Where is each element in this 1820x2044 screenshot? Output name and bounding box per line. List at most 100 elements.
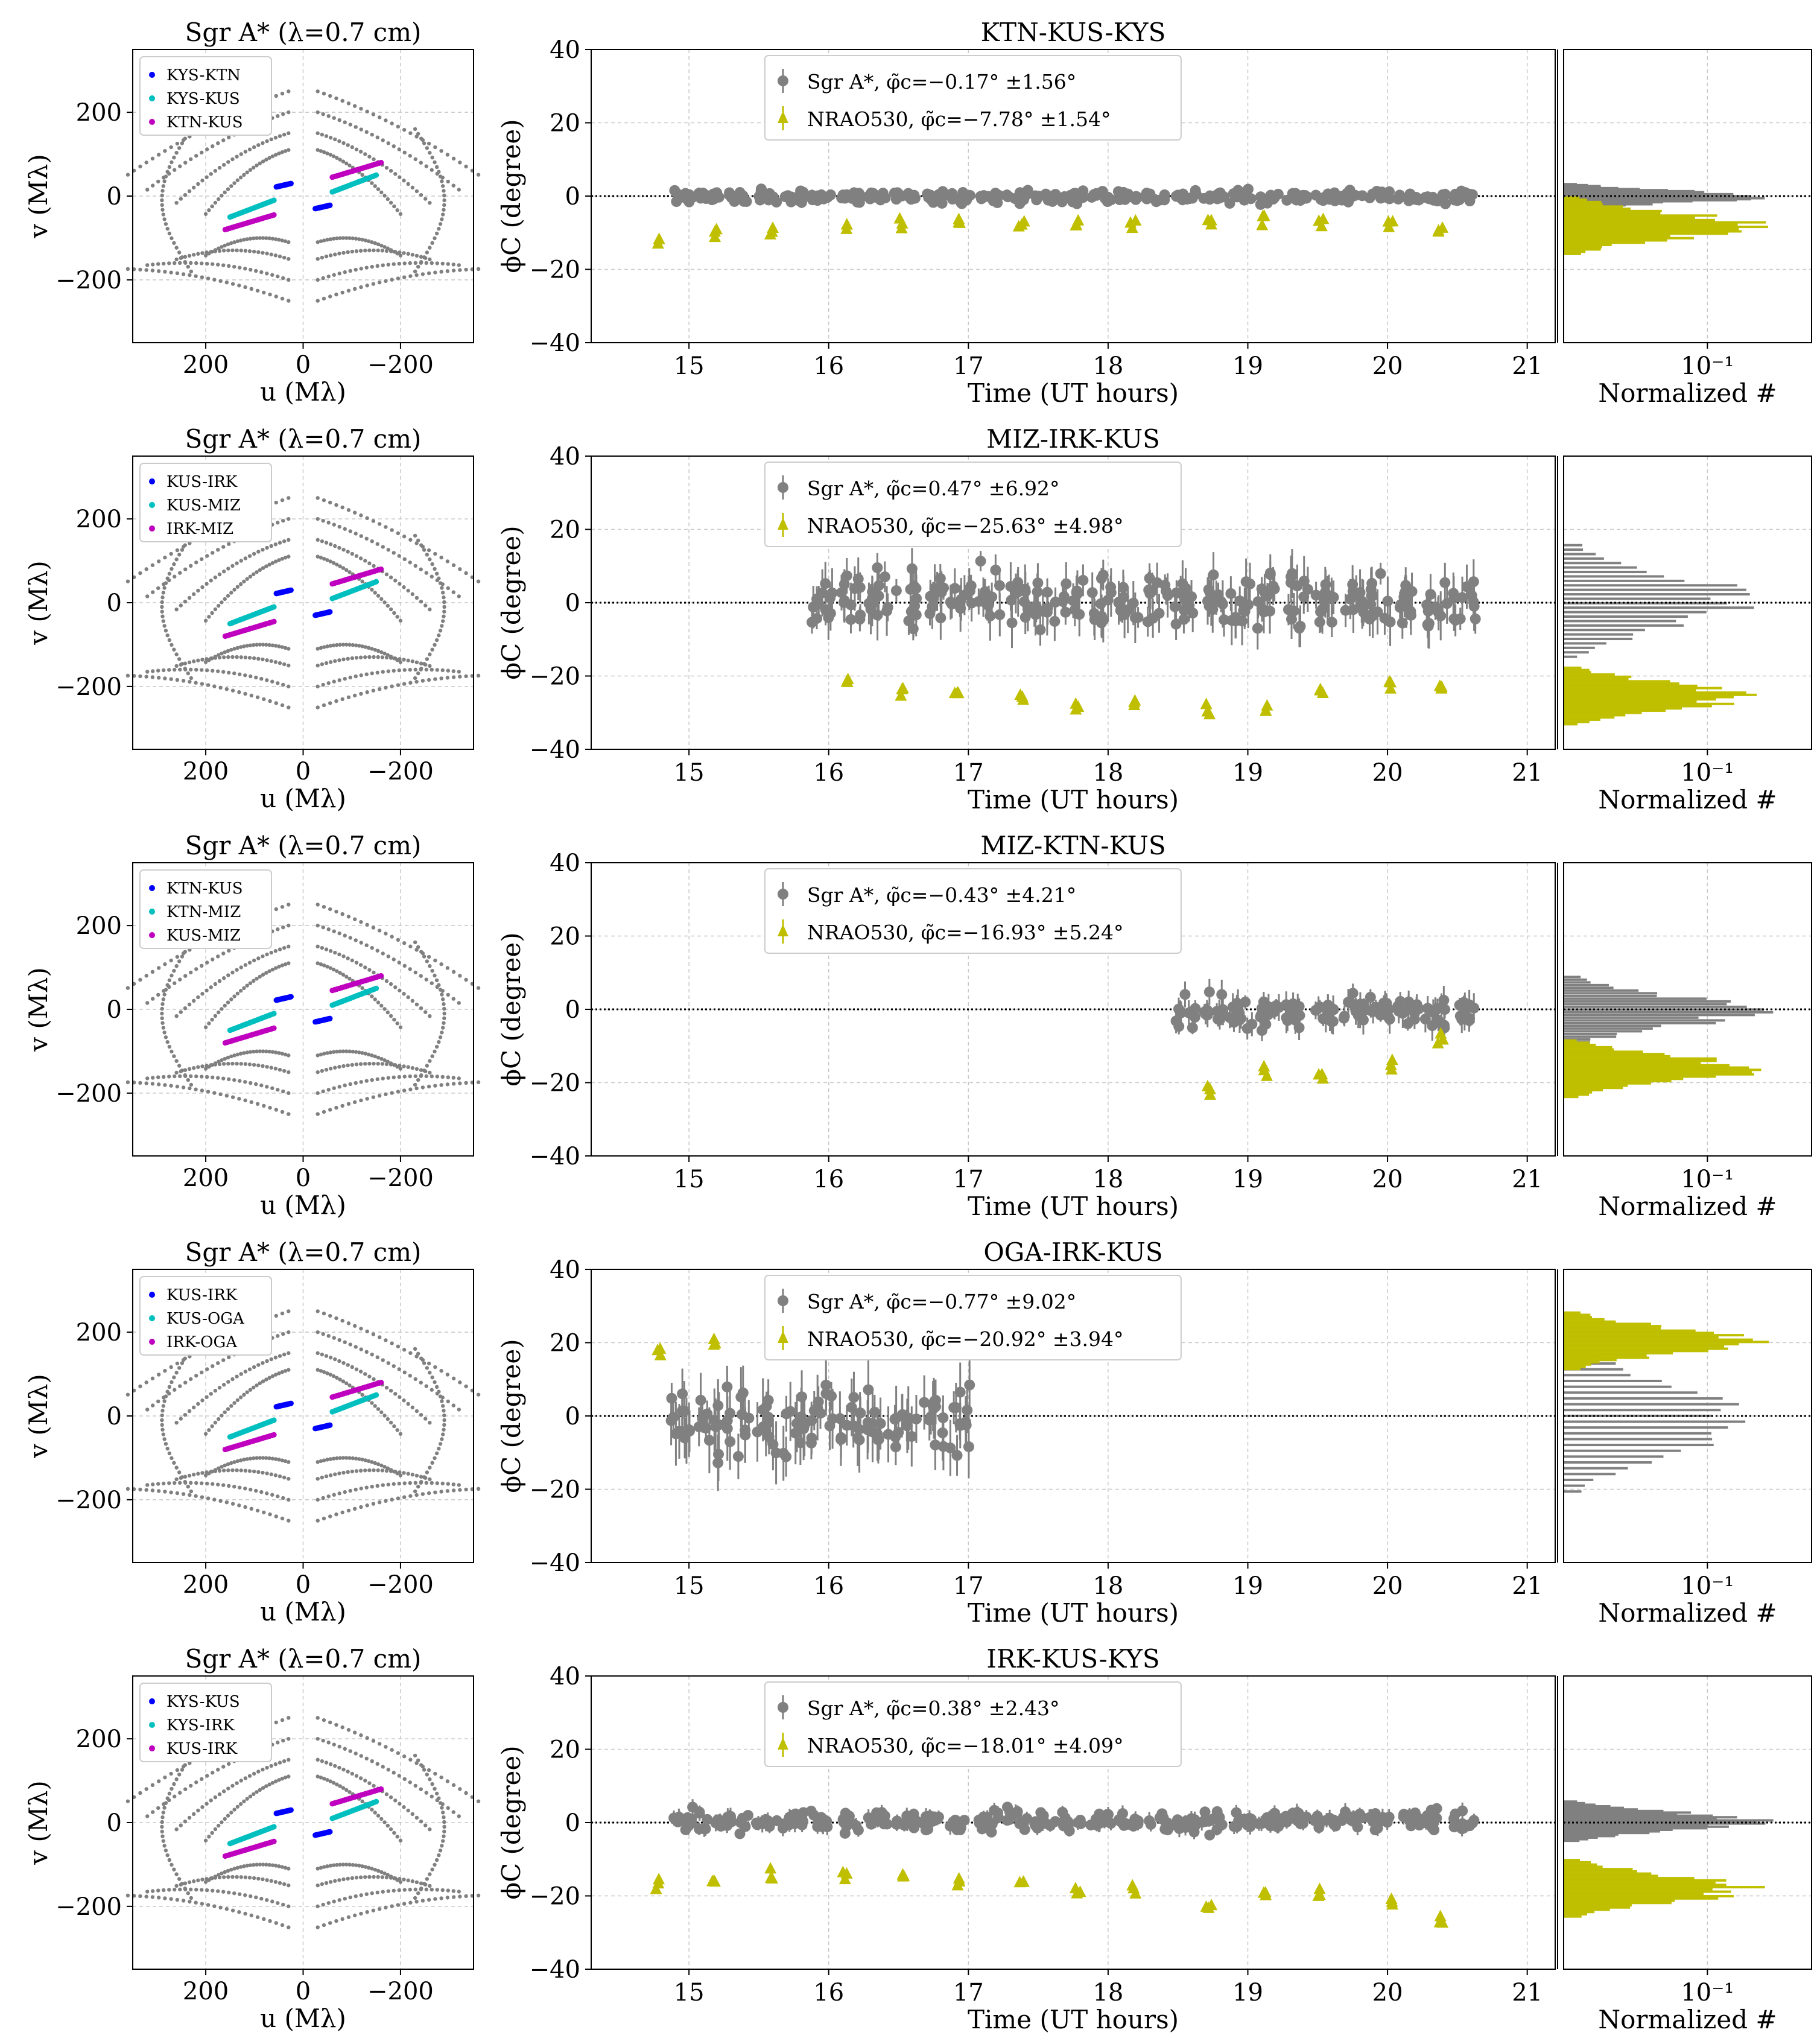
uv-track-point	[258, 236, 262, 240]
uv-track-point	[406, 252, 410, 256]
uv-track-point	[414, 595, 419, 600]
uv-track-point	[177, 1470, 182, 1474]
uv-track-point	[211, 957, 215, 962]
uv-track-point	[384, 932, 388, 936]
uv-track-point	[344, 568, 349, 573]
legend-sgra-label: Sgr A*, φ̃c=0.47° ±6.92°	[807, 477, 1060, 500]
uv-track-point	[371, 519, 376, 523]
uv-track-point	[261, 1456, 265, 1460]
sgra-point	[1448, 593, 1459, 605]
uv-track-point	[416, 1484, 420, 1489]
nrao530-point	[1436, 221, 1449, 233]
sgra-point	[815, 1408, 826, 1419]
nrao530-hist-bar	[1564, 673, 1615, 676]
sgra-hist-bar	[1564, 1008, 1764, 1011]
uv-track-point	[213, 1420, 218, 1425]
uv-track-point	[332, 273, 336, 277]
uv-track-point	[346, 915, 351, 919]
uv-track-point	[337, 271, 341, 276]
uv-track-point	[442, 1418, 446, 1423]
uv-track-point	[287, 256, 291, 261]
uv-track-point	[255, 1456, 259, 1460]
sgra-hist-bar	[1564, 629, 1645, 632]
uv-track-point	[172, 155, 176, 160]
ts-ylabel: ϕC (degree)	[496, 525, 526, 679]
uv-track-point	[321, 1331, 325, 1336]
uv-track-point	[235, 1374, 239, 1379]
nrao530-point	[840, 222, 853, 234]
uv-track-point	[343, 933, 347, 938]
uv-xlabel: u (Mλ)	[260, 1190, 346, 1220]
sgra-point	[1402, 1018, 1413, 1029]
nrao530-hist-bar	[1564, 668, 1590, 671]
uv-track-point	[243, 556, 248, 560]
uv-track-point	[274, 1313, 278, 1318]
uv-track-point	[216, 1417, 221, 1421]
uv-track-point	[426, 548, 431, 553]
uv-track-point	[249, 1100, 254, 1105]
uv-track-point	[238, 265, 242, 270]
sgra-point	[1041, 189, 1052, 201]
uv-track-point	[386, 1482, 390, 1487]
sgra-point	[700, 1423, 712, 1434]
uv-track-point	[265, 952, 269, 957]
uv-track-point	[261, 566, 265, 570]
uv-track-point	[347, 1049, 352, 1053]
uv-track-point	[358, 655, 363, 659]
uv-track-point	[237, 1503, 241, 1508]
sgra-hist-bar	[1564, 620, 1676, 623]
sgra-hist-bar	[1564, 1449, 1681, 1452]
uv-track-point	[287, 1519, 291, 1523]
sgra-point	[820, 578, 831, 589]
uv-track-point	[249, 674, 253, 679]
uv-track-point	[354, 938, 358, 942]
uv-track-point	[402, 261, 407, 265]
nrao530-hist-bar	[1564, 675, 1632, 678]
uv-track-point	[200, 1370, 204, 1375]
uv-track-point	[221, 655, 226, 659]
sgra-point	[1400, 580, 1412, 591]
uv-track-point	[406, 1401, 410, 1406]
uv-track-point	[388, 1062, 393, 1067]
uv-track-point	[239, 965, 243, 970]
uv-track-point	[423, 1417, 428, 1421]
sgra-point	[1177, 578, 1188, 589]
uv-xtick-label: 0	[296, 1164, 311, 1192]
uv-track-point	[230, 157, 235, 162]
uv-track-point	[224, 280, 229, 285]
uv-track-point	[276, 114, 280, 118]
uv-track-point	[419, 599, 423, 604]
uv-track-point	[245, 577, 249, 581]
uv-track-point	[315, 1476, 320, 1481]
uv-track-point	[334, 292, 338, 297]
nrao530-hist-bar	[1564, 1087, 1623, 1090]
uv-track-point	[347, 163, 352, 168]
uv-track-point	[200, 963, 204, 968]
uv-track-point	[398, 1470, 402, 1474]
uv-track-point	[438, 1035, 443, 1039]
uv-track-point	[160, 198, 164, 203]
uv-track-point	[161, 1404, 165, 1408]
uv-track-point	[337, 524, 341, 529]
sgra-point	[1207, 604, 1219, 615]
sgra-point	[851, 188, 862, 199]
uv-track-point	[205, 1470, 209, 1474]
uv-track-point	[273, 153, 278, 157]
uv-track-point	[258, 568, 262, 573]
uv-track-point	[183, 260, 187, 264]
uv-track-point	[402, 1064, 406, 1068]
uv-track-point	[221, 163, 226, 167]
uv-track-point	[232, 181, 236, 185]
uv-track-point	[388, 575, 393, 580]
uv-track-point	[163, 1394, 168, 1398]
uv-track-point	[343, 1340, 347, 1344]
uv-track-point	[249, 1081, 253, 1085]
uv-track-point	[420, 272, 425, 276]
uv-track-point	[235, 968, 239, 972]
uv-track-point	[331, 967, 336, 972]
uv-track-point	[239, 152, 243, 156]
uv-track-point	[419, 1006, 423, 1011]
uv-track-point	[200, 557, 204, 562]
uv-track-point	[226, 1407, 230, 1411]
